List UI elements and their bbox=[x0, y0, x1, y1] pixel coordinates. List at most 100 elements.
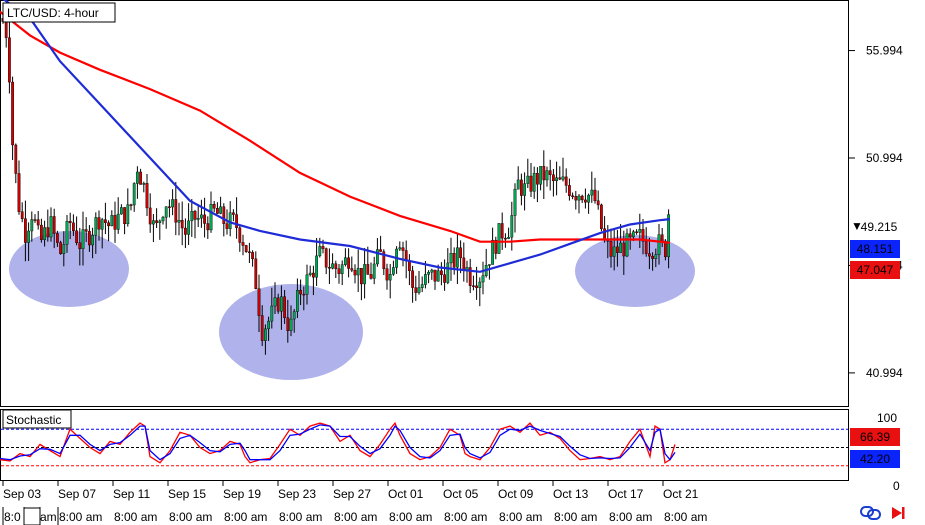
candle-body bbox=[401, 247, 405, 251]
candle-body bbox=[561, 176, 565, 180]
time-cursor-box bbox=[23, 507, 41, 525]
candle-body bbox=[299, 290, 302, 295]
candle-body bbox=[472, 285, 475, 287]
price-tick-label: 50.994 bbox=[866, 151, 903, 165]
candle-body bbox=[497, 223, 501, 254]
candle-body bbox=[603, 228, 607, 240]
time-tick-label: 8:0 bbox=[4, 510, 21, 524]
candle-body bbox=[523, 183, 527, 196]
candle-body bbox=[81, 229, 85, 250]
ma-slow-label: 47.047 bbox=[857, 263, 894, 277]
candle-body bbox=[644, 241, 648, 254]
candle-body bbox=[46, 227, 50, 238]
candle-body bbox=[388, 274, 392, 281]
candle-body bbox=[145, 183, 149, 209]
time-tick-label: am bbox=[40, 510, 57, 524]
candle-body bbox=[571, 195, 575, 197]
title-box bbox=[2, 2, 116, 23]
link-icon[interactable] bbox=[860, 506, 881, 520]
candle-body bbox=[228, 212, 232, 229]
candle-body bbox=[193, 211, 197, 220]
candle-body bbox=[379, 249, 382, 252]
candle-body bbox=[119, 207, 123, 215]
candle-body bbox=[20, 211, 24, 219]
time-tick-label: 8:00 am bbox=[444, 510, 487, 524]
candle-body bbox=[584, 199, 587, 203]
stoch-tick-0: 0 bbox=[893, 479, 900, 493]
candle-body bbox=[590, 189, 594, 196]
stoch-title: Stochastic bbox=[6, 413, 61, 427]
candle-body bbox=[129, 204, 133, 206]
candle-body bbox=[411, 270, 414, 288]
candle-body bbox=[340, 264, 344, 274]
candle-body bbox=[43, 227, 47, 240]
candle-body bbox=[148, 207, 152, 225]
candle-body bbox=[363, 264, 366, 285]
candle-body bbox=[196, 217, 200, 220]
date-tick-label: Sep 27 bbox=[333, 487, 371, 501]
candle-body bbox=[494, 240, 498, 254]
candle-body bbox=[59, 242, 63, 255]
candle-body bbox=[625, 233, 629, 257]
candle-body bbox=[215, 208, 219, 214]
candle-body bbox=[593, 189, 597, 202]
candle-body bbox=[135, 171, 139, 184]
candle-body bbox=[142, 183, 146, 185]
ma-fast-line bbox=[2, 0, 671, 273]
candle-body bbox=[222, 206, 226, 224]
candle-body bbox=[424, 274, 427, 285]
stoch-tick-100: 100 bbox=[877, 411, 897, 425]
candle-body bbox=[286, 317, 290, 331]
time-axis: 8:0 am 8:00 am 8:00 am 8:00 am 8:00 am 8:00 am… bbox=[2, 507, 707, 525]
price-tick-label: 55.994 bbox=[866, 44, 903, 58]
candle-body bbox=[491, 240, 494, 265]
candle-body bbox=[446, 262, 450, 283]
date-tick-label: Sep 03 bbox=[3, 487, 41, 501]
date-tick-label: Sep 19 bbox=[223, 487, 261, 501]
candle-body bbox=[577, 195, 581, 201]
candle-body bbox=[91, 235, 95, 246]
date-tick-label: Oct 01 bbox=[388, 487, 424, 501]
candle-body bbox=[542, 166, 546, 181]
date-tick-label: Sep 23 bbox=[278, 487, 316, 501]
candle-body bbox=[526, 175, 530, 184]
candle-body bbox=[4, 21, 8, 38]
candle-body bbox=[356, 267, 360, 276]
time-tick-label: 8:00 am bbox=[114, 510, 157, 524]
candle-body bbox=[199, 214, 203, 219]
candle-body bbox=[100, 219, 104, 230]
candle-body bbox=[97, 217, 101, 230]
candle-body bbox=[635, 231, 639, 233]
candle-body bbox=[17, 173, 21, 212]
time-tick-label: 8:00 am bbox=[334, 510, 377, 524]
candle-body bbox=[126, 204, 130, 225]
arrow-icon[interactable] bbox=[892, 507, 905, 519]
candle-body bbox=[414, 287, 418, 293]
candle-body bbox=[408, 260, 411, 271]
candle-body bbox=[459, 247, 462, 259]
candle-body bbox=[657, 234, 661, 255]
highlight-ellipse bbox=[9, 231, 129, 307]
candle-body bbox=[369, 274, 373, 279]
candle-body bbox=[331, 263, 334, 269]
candle-body bbox=[568, 185, 571, 196]
candle-body bbox=[30, 219, 34, 232]
candles bbox=[1, 7, 671, 355]
candle-body bbox=[312, 272, 315, 278]
candle-body bbox=[385, 268, 389, 281]
candle-body bbox=[436, 270, 440, 282]
candle-body bbox=[372, 263, 376, 279]
candle-body bbox=[219, 206, 222, 214]
stoch-k-tag: 66.39 bbox=[850, 428, 900, 446]
candle-body bbox=[308, 272, 312, 276]
candle-body bbox=[235, 214, 238, 228]
candle-body bbox=[596, 200, 600, 206]
candle-body bbox=[667, 214, 671, 258]
candle-body bbox=[654, 254, 658, 259]
candle-body bbox=[270, 305, 274, 322]
candle-body bbox=[452, 253, 456, 268]
candle-body bbox=[660, 234, 664, 242]
candle-body bbox=[103, 219, 107, 223]
candle-body bbox=[628, 233, 632, 238]
